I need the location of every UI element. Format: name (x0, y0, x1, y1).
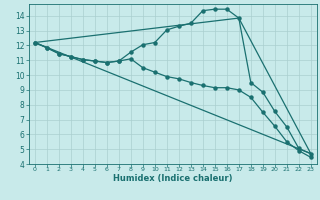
X-axis label: Humidex (Indice chaleur): Humidex (Indice chaleur) (113, 174, 233, 183)
